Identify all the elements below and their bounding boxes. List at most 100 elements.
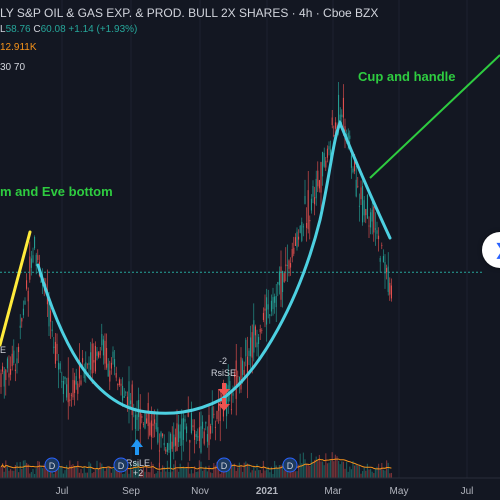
candle (5, 368, 7, 396)
volume-bar (203, 469, 205, 478)
volume-bar (206, 471, 208, 478)
candle (275, 284, 277, 322)
volume-bar (344, 468, 346, 478)
volume-bar (352, 461, 354, 478)
candle (34, 235, 36, 251)
cup-handle-label: Cup and handle (358, 69, 456, 84)
low-value: 58.76 (5, 24, 31, 35)
volume-bar (5, 460, 7, 478)
volume-bar (75, 466, 77, 478)
volume-bar (178, 471, 180, 478)
volume-bar (192, 473, 194, 478)
candle (50, 302, 52, 339)
close-value: 60.08 (40, 24, 66, 35)
volume-bar (30, 471, 32, 478)
dividend-marker-icon[interactable]: D (216, 457, 232, 473)
volume-bar (342, 461, 344, 478)
candle (134, 407, 136, 448)
candle (170, 432, 172, 478)
candle (160, 430, 162, 448)
candle (85, 351, 87, 383)
dividend-label: D (221, 461, 228, 471)
candle (112, 346, 114, 365)
candle (317, 161, 319, 193)
dividend-marker-icon[interactable]: D (44, 457, 60, 473)
candle (67, 357, 69, 420)
volume-bar (91, 473, 93, 478)
candle (99, 346, 101, 359)
candle (155, 413, 157, 432)
candle (109, 360, 111, 391)
dividend-marker-icon[interactable]: D (113, 457, 129, 473)
scroll-to-realtime-button[interactable]: ❯ (482, 232, 500, 268)
candle (59, 361, 61, 373)
volume-bar (213, 462, 215, 478)
candle (379, 255, 381, 273)
candle (58, 354, 60, 389)
volume-bar (162, 465, 164, 478)
volume-bar (171, 471, 173, 478)
volume-bar (77, 461, 79, 478)
x-tick-label: May (390, 486, 409, 497)
volume-bar (216, 461, 218, 478)
candle (274, 293, 276, 314)
candle (27, 287, 29, 317)
volume-bar (98, 469, 100, 478)
volume-bar (382, 469, 384, 478)
candle (37, 249, 39, 263)
volume-bar (112, 468, 114, 478)
candle (3, 367, 5, 399)
candle (35, 252, 37, 275)
volume-bar (66, 465, 68, 478)
candle (298, 229, 300, 247)
candle (184, 415, 186, 430)
volume-bar (106, 467, 108, 478)
volume-bar (173, 464, 175, 478)
candle (333, 125, 335, 138)
volume-bar (123, 473, 125, 478)
candle (307, 171, 309, 234)
volume-bar (152, 463, 154, 478)
candle (376, 221, 378, 240)
volume-bar (134, 460, 136, 478)
candle (288, 259, 290, 277)
volume-bar (35, 468, 37, 478)
volume-bar (323, 465, 325, 478)
candle (296, 227, 298, 251)
volume-bar (214, 465, 216, 478)
candle (250, 325, 252, 370)
volume-bar (139, 472, 141, 478)
volume-bar (253, 466, 255, 478)
candle (302, 223, 304, 237)
volume-bar (45, 464, 47, 478)
volume-bar (285, 465, 287, 478)
x-tick-label: 2021 (256, 486, 279, 497)
cup-handle-pointer (369, 54, 500, 179)
volume-bar (205, 466, 207, 478)
volume-bar (26, 462, 28, 478)
volume-bar (274, 461, 276, 478)
candle (294, 233, 296, 247)
candle (72, 368, 74, 400)
volume-bar (282, 463, 284, 478)
candle (218, 388, 220, 424)
candle (80, 375, 82, 386)
volume-bar (0, 466, 2, 478)
volume-bar (261, 473, 263, 478)
volume-bar (341, 461, 343, 478)
volume-bar (280, 465, 282, 478)
volume-bar (8, 470, 10, 478)
volume-bar (270, 466, 272, 478)
volume-bar (10, 469, 12, 478)
volume-bar (245, 461, 247, 478)
volume-bar (368, 469, 370, 478)
volume-bar (381, 462, 383, 478)
volume-bar (350, 469, 352, 478)
candle (13, 339, 15, 366)
dividend-marker-icon[interactable]: D (282, 457, 298, 473)
candle (323, 147, 325, 168)
candle (146, 413, 148, 425)
dividend-label: D (49, 461, 56, 471)
volume-bar (74, 466, 76, 478)
candle (280, 250, 282, 307)
